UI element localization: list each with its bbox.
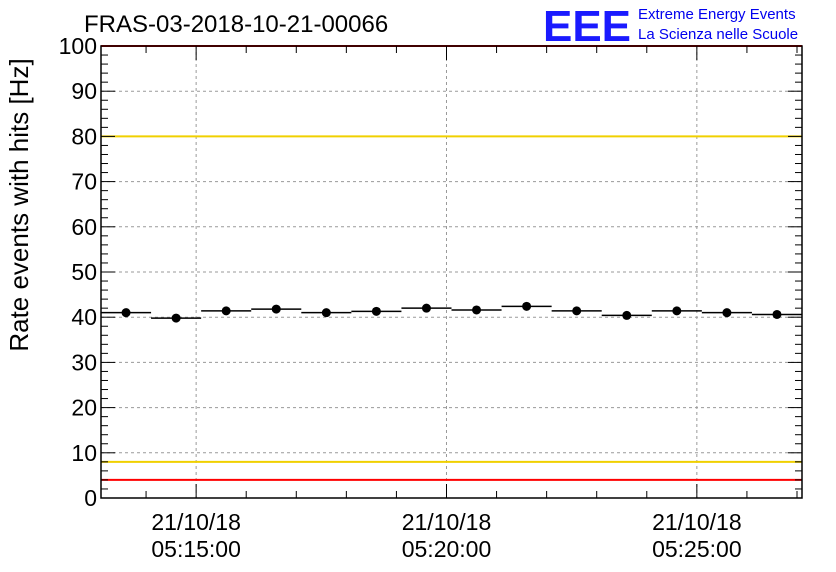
x-tick-time: 05:15:00 xyxy=(151,536,241,562)
data-point xyxy=(722,308,732,318)
grid xyxy=(101,46,802,498)
tick-labels: 010203040506070809010021/10/1805:15:0021… xyxy=(59,33,742,562)
data-point xyxy=(321,308,331,318)
y-tick-label: 50 xyxy=(71,259,97,285)
y-tick-label: 20 xyxy=(71,395,97,421)
logo-line2: La Scienza nelle Scuole xyxy=(638,26,798,43)
data-point xyxy=(421,303,431,313)
data-point xyxy=(472,305,482,315)
y-tick-label: 60 xyxy=(71,214,97,240)
x-tick-date: 21/10/18 xyxy=(402,509,492,535)
data-point xyxy=(572,306,582,316)
y-tick-label: 10 xyxy=(71,440,97,466)
data-point xyxy=(622,310,632,320)
axes xyxy=(100,45,803,499)
data-points xyxy=(101,301,802,323)
y-tick-label: 100 xyxy=(59,33,97,59)
data-point xyxy=(171,313,181,323)
y-tick-label: 40 xyxy=(71,304,97,330)
y-tick-label: 30 xyxy=(71,349,97,375)
x-tick-time: 05:20:00 xyxy=(402,536,492,562)
x-tick-date: 21/10/18 xyxy=(151,509,241,535)
y-tick-label: 70 xyxy=(71,169,97,195)
data-point xyxy=(371,306,381,316)
data-point xyxy=(121,308,131,318)
y-tick-label: 90 xyxy=(71,78,97,104)
x-tick-time: 05:25:00 xyxy=(652,536,742,562)
eee-logo: EEE Extreme Energy Events La Scienza nel… xyxy=(543,2,798,51)
logo-mark: EEE xyxy=(543,2,631,51)
data-point xyxy=(271,304,281,314)
y-tick-label: 0 xyxy=(84,485,97,511)
logo-line1: Extreme Energy Events xyxy=(638,6,796,23)
y-axis-label: Rate events with hits [Hz] xyxy=(4,58,34,351)
chart-title: FRAS-03-2018-10-21-00066 xyxy=(84,11,388,38)
data-point xyxy=(522,301,532,311)
y-tick-label: 80 xyxy=(71,123,97,149)
data-point xyxy=(772,309,782,319)
data-point xyxy=(221,306,231,316)
data-point xyxy=(672,306,682,316)
x-tick-date: 21/10/18 xyxy=(652,509,742,535)
